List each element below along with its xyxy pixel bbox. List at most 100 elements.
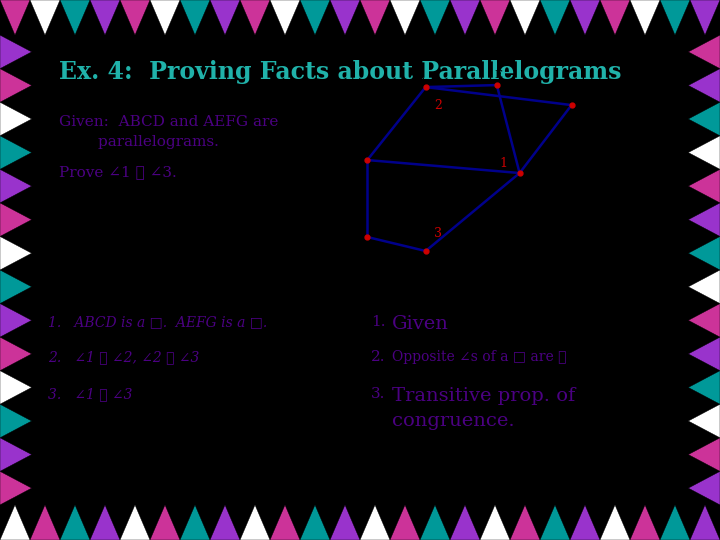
Polygon shape (630, 505, 660, 540)
Polygon shape (330, 0, 360, 35)
Polygon shape (510, 0, 540, 35)
Text: E: E (495, 70, 503, 80)
Polygon shape (600, 505, 630, 540)
Polygon shape (180, 505, 210, 540)
Polygon shape (688, 404, 720, 438)
Text: F: F (422, 258, 430, 268)
Text: Given: Given (392, 315, 449, 333)
Text: Transitive prop. of: Transitive prop. of (392, 387, 575, 405)
Polygon shape (688, 203, 720, 237)
Text: Prove ∠1 ≅ ∠3.: Prove ∠1 ≅ ∠3. (59, 165, 177, 179)
Text: parallelograms.: parallelograms. (59, 135, 219, 149)
Text: Opposite ∠s of a □ are ≅: Opposite ∠s of a □ are ≅ (392, 350, 567, 364)
Polygon shape (180, 0, 210, 35)
Polygon shape (660, 0, 690, 35)
Polygon shape (240, 505, 270, 540)
Polygon shape (210, 505, 240, 540)
Polygon shape (360, 0, 390, 35)
Polygon shape (450, 0, 480, 35)
Text: 1.: 1. (371, 315, 385, 329)
Polygon shape (0, 170, 32, 203)
Polygon shape (540, 505, 570, 540)
Text: congruence.: congruence. (392, 412, 515, 430)
Text: C: C (524, 173, 533, 183)
Polygon shape (210, 0, 240, 35)
Polygon shape (510, 505, 540, 540)
Polygon shape (120, 0, 150, 35)
Polygon shape (60, 505, 90, 540)
Polygon shape (60, 0, 90, 35)
Polygon shape (0, 370, 32, 404)
Polygon shape (450, 505, 480, 540)
Polygon shape (0, 136, 32, 170)
Text: 3.   ∠1 ≅ ∠3: 3. ∠1 ≅ ∠3 (48, 387, 132, 401)
Polygon shape (660, 505, 690, 540)
Polygon shape (688, 337, 720, 370)
Text: D: D (354, 155, 363, 165)
Text: B: B (577, 95, 585, 105)
Polygon shape (688, 170, 720, 203)
Text: Ex. 4:  Proving Facts about Parallelograms: Ex. 4: Proving Facts about Parallelogram… (59, 60, 621, 84)
Polygon shape (420, 505, 450, 540)
Polygon shape (570, 0, 600, 35)
Polygon shape (570, 505, 600, 540)
Polygon shape (150, 505, 180, 540)
Text: 1: 1 (499, 157, 507, 170)
Polygon shape (150, 0, 180, 35)
Polygon shape (600, 0, 630, 35)
Polygon shape (0, 303, 32, 337)
Polygon shape (30, 0, 60, 35)
Polygon shape (480, 505, 510, 540)
Polygon shape (360, 505, 390, 540)
Polygon shape (90, 0, 120, 35)
Polygon shape (30, 505, 60, 540)
Polygon shape (688, 136, 720, 170)
Text: 1.   ABCD is a □.  AEFG is a □.: 1. ABCD is a □. AEFG is a □. (48, 315, 267, 329)
Polygon shape (540, 0, 570, 35)
Polygon shape (390, 0, 420, 35)
Polygon shape (390, 505, 420, 540)
Polygon shape (0, 0, 30, 35)
Polygon shape (688, 471, 720, 505)
Text: 2.   ∠1 ≅ ∠2, ∠2 ≅ ∠3: 2. ∠1 ≅ ∠2, ∠2 ≅ ∠3 (48, 350, 199, 364)
Polygon shape (688, 102, 720, 136)
Polygon shape (120, 505, 150, 540)
Polygon shape (0, 404, 32, 438)
Polygon shape (688, 35, 720, 69)
Polygon shape (0, 102, 32, 136)
Polygon shape (0, 69, 32, 102)
Text: G: G (354, 232, 363, 242)
Polygon shape (270, 505, 300, 540)
Polygon shape (0, 471, 32, 505)
Text: 2: 2 (434, 99, 442, 112)
Polygon shape (330, 505, 360, 540)
Text: Given:  ABCD and AEFG are: Given: ABCD and AEFG are (59, 115, 279, 129)
Polygon shape (688, 69, 720, 102)
Polygon shape (0, 438, 32, 471)
Polygon shape (240, 0, 270, 35)
Polygon shape (688, 303, 720, 337)
Polygon shape (688, 270, 720, 303)
Polygon shape (0, 337, 32, 370)
Text: A: A (416, 72, 424, 82)
Polygon shape (0, 237, 32, 270)
Polygon shape (480, 0, 510, 35)
Polygon shape (0, 270, 32, 303)
Polygon shape (0, 505, 30, 540)
Polygon shape (688, 370, 720, 404)
Polygon shape (630, 0, 660, 35)
Text: 3.: 3. (371, 387, 385, 401)
Polygon shape (420, 0, 450, 35)
Polygon shape (90, 505, 120, 540)
Polygon shape (690, 505, 720, 540)
Text: 2.: 2. (371, 350, 385, 364)
Polygon shape (0, 203, 32, 237)
Polygon shape (688, 237, 720, 270)
Polygon shape (0, 35, 32, 69)
Polygon shape (300, 505, 330, 540)
Polygon shape (690, 0, 720, 35)
Polygon shape (270, 0, 300, 35)
Polygon shape (688, 438, 720, 471)
Polygon shape (300, 0, 330, 35)
Text: 3: 3 (434, 226, 442, 240)
